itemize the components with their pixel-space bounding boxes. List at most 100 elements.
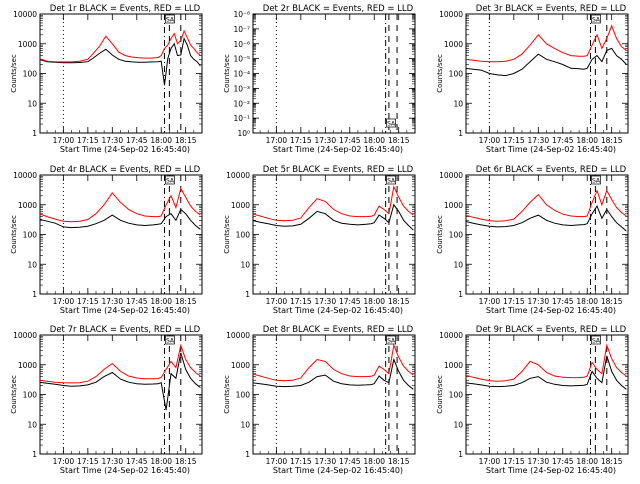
y-tick-label: 10000 — [226, 331, 250, 340]
y-tick-label: 100 — [449, 391, 464, 400]
lld-series-line — [40, 29, 201, 63]
chart-title: Det 9r BLACK = Events, RED = LLD — [476, 325, 627, 335]
x-axis-label: Start Time (24-Sep-02 16:45:40) — [60, 306, 190, 315]
y-tick-label: 10000 — [439, 10, 463, 19]
chart-title: Det 8r BLACK = Events, RED = LLD — [263, 325, 414, 335]
y-tick-label: 10⁻⁸ — [233, 10, 250, 19]
lld-series-line — [253, 343, 414, 382]
lld-series-line — [466, 343, 627, 382]
annotation-label: SA — [166, 178, 175, 185]
x-tick-label: 17:45 — [552, 136, 574, 145]
x-tick-label: 17:45 — [552, 297, 574, 306]
chart-panel: Det 3r BLACK = Events, RED = LLD 1 10 100 10… — [436, 4, 629, 154]
y-tick-label: 10000 — [226, 171, 250, 180]
x-tick-label: 17:00 — [479, 136, 501, 145]
x-tick-label: 18:00 — [576, 457, 598, 466]
annotation-box — [165, 175, 175, 185]
events-series-line — [253, 357, 414, 390]
events-series-line — [466, 355, 627, 390]
x-tick-label: 18:00 — [363, 297, 385, 306]
x-tick-label: 18:15 — [601, 136, 623, 145]
y-tick-label: 100 — [23, 70, 38, 79]
chart-panel: Det 7r BLACK = Events, RED = LLD 1 10 100 10… — [10, 325, 203, 475]
x-tick-label: 17:15 — [503, 457, 525, 466]
y-tick-label: 100 — [23, 391, 38, 400]
x-tick-label: 17:00 — [479, 457, 501, 466]
x-tick-label: 18:00 — [576, 136, 598, 145]
annotation-label: SA — [592, 17, 601, 24]
y-tick-label: 100 — [236, 231, 251, 240]
annotation-label: SA — [592, 178, 601, 185]
x-tick-label: 17:30 — [101, 297, 123, 306]
x-tick-label: 18:15 — [388, 457, 410, 466]
y-tick-label: 100 — [449, 231, 464, 240]
y-tick-label: 1 — [32, 129, 37, 138]
chart-title: Det 3r BLACK = Events, RED = LLD — [476, 4, 627, 14]
plot-frame — [252, 334, 416, 455]
y-tick-label: 10 — [27, 99, 37, 108]
y-tick-label: 10 — [27, 260, 37, 269]
x-tick-label: 18:15 — [175, 297, 197, 306]
annotation-label: SA — [166, 338, 175, 345]
chart-panel: Det 6r BLACK = Events, RED = LLD 1 10 100 10… — [436, 165, 629, 315]
y-tick-label: 10⁰ — [237, 129, 250, 138]
y-tick-label: 1 — [32, 450, 37, 459]
x-tick-label: 18:15 — [175, 457, 197, 466]
events-series-line — [466, 47, 627, 77]
chart-panel: Det 9r BLACK = Events, RED = LLD 1 10 100 10… — [436, 325, 629, 475]
y-tick-label: 1000 — [444, 201, 463, 210]
x-tick-label: 18:00 — [150, 297, 172, 306]
events-series-line — [40, 352, 201, 411]
chart-title: Det 7r BLACK = Events, RED = LLD — [50, 325, 201, 335]
x-tick-label: 17:00 — [53, 136, 75, 145]
x-axis-label: Start Time (24-Sep-02 16:45:40) — [486, 466, 616, 475]
x-axis-label: Start Time (24-Sep-02 16:45:40) — [60, 145, 190, 154]
x-axis-label: Start Time (24-Sep-02 16:45:40) — [486, 145, 616, 154]
chart-panel: Det 2r BLACK = Events, RED = LLD 10⁰ 10⁻¹ 1… — [223, 4, 416, 154]
annotation-box — [165, 335, 175, 345]
y-tick-label: 100 — [236, 391, 251, 400]
plot-frame — [39, 13, 203, 134]
annotation-box — [591, 14, 601, 24]
events-series-line — [466, 205, 627, 232]
y-tick-label: 10⁻⁵ — [233, 55, 250, 64]
x-tick-label: 17:30 — [101, 136, 123, 145]
x-axis-label: Start Time (24-Sep-02 16:45:40) — [273, 466, 403, 475]
chart-panel: Det 4r BLACK = Events, RED = LLD 1 10 100 10… — [10, 165, 203, 315]
x-tick-label: 17:45 — [126, 457, 148, 466]
x-tick-label: 18:15 — [175, 136, 197, 145]
plot-frame — [465, 334, 629, 455]
x-tick-label: 17:45 — [339, 297, 361, 306]
chart-title: Det 6r BLACK = Events, RED = LLD — [476, 165, 627, 175]
plot-frame — [252, 174, 416, 295]
y-tick-label: 10000 — [439, 171, 463, 180]
lld-series-line — [466, 189, 627, 222]
x-tick-label: 17:15 — [290, 136, 312, 145]
x-axis-label: Start Time (24-Sep-02 16:45:40) — [273, 306, 403, 315]
chart-title: Det 5r BLACK = Events, RED = LLD — [263, 165, 414, 175]
x-tick-label: 18:15 — [601, 457, 623, 466]
lld-series-line — [40, 187, 201, 223]
x-tick-label: 17:30 — [101, 457, 123, 466]
y-tick-label: 10⁻¹ — [233, 114, 250, 123]
y-axis-label: Counts/sec — [436, 54, 444, 93]
y-tick-label: 10000 — [13, 10, 37, 19]
x-tick-label: 18:00 — [363, 457, 385, 466]
y-axis-label: Counts/sec — [10, 215, 18, 254]
y-tick-label: 10 — [27, 420, 37, 429]
y-tick-label: 10 — [453, 260, 463, 269]
y-tick-label: 10⁻⁷ — [233, 25, 250, 34]
annotation-box — [591, 335, 601, 345]
x-tick-label: 17:45 — [552, 457, 574, 466]
x-tick-label: 17:30 — [527, 457, 549, 466]
y-tick-label: 1 — [458, 129, 463, 138]
y-tick-label: 1000 — [231, 201, 250, 210]
y-tick-label: 10000 — [439, 331, 463, 340]
x-tick-label: 17:45 — [339, 136, 361, 145]
x-tick-label: 17:00 — [53, 457, 75, 466]
plot-frame — [39, 334, 203, 455]
annotation-label: SA — [592, 338, 601, 345]
plot-frame — [252, 13, 416, 134]
x-tick-label: 17:15 — [290, 297, 312, 306]
